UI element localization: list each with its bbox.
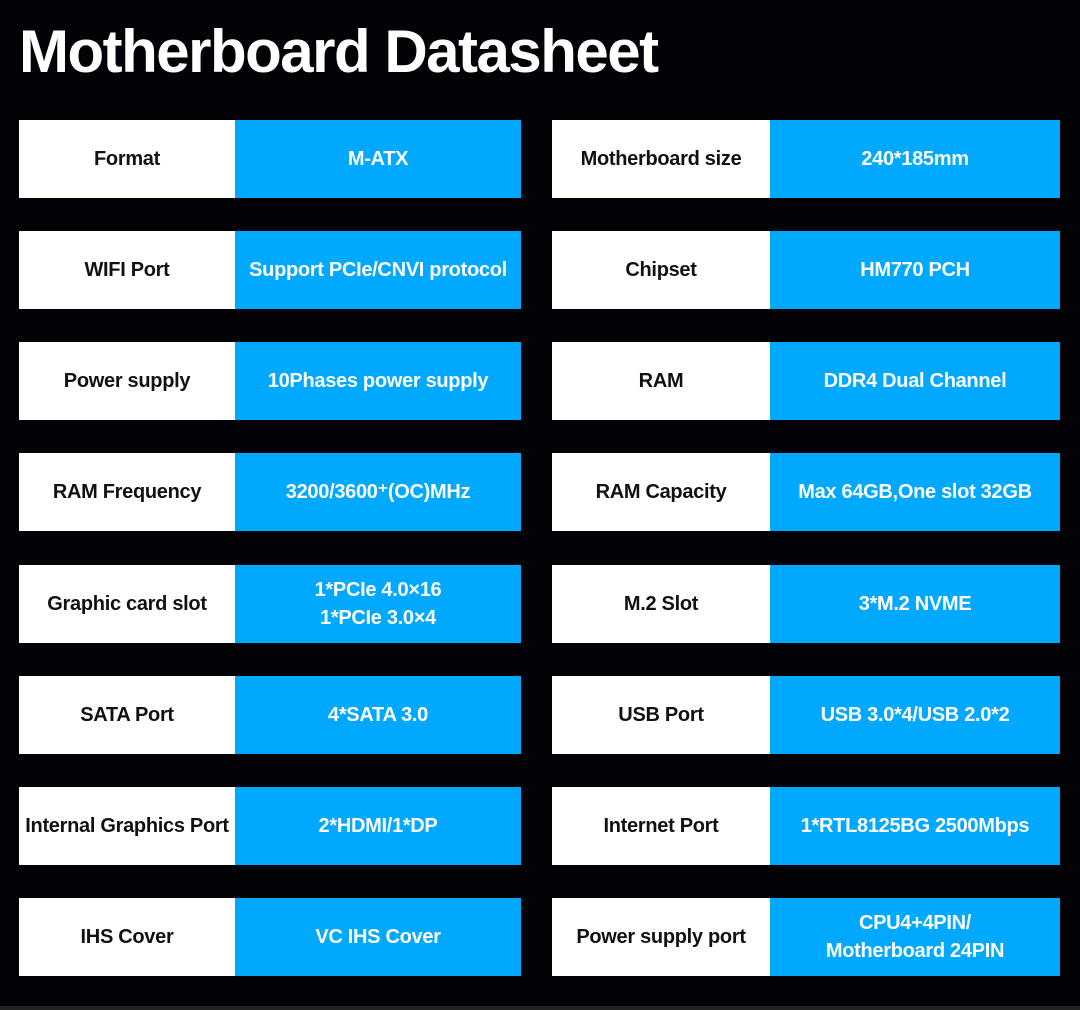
spec-label: USB Port [552,676,770,754]
spec-label: RAM Frequency [19,453,235,531]
spec-value: CPU4+4PIN/ Motherboard 24PIN [770,898,1060,976]
spec-label: Power supply port [552,898,770,976]
spec-row: RAM Frequency 3200/3600⁺(OC)MHz [19,453,521,531]
spec-value: Support PCIe/CNVI protocol [235,231,521,309]
divider [0,1006,1080,1010]
spec-row: Internal Graphics Port 2*HDMI/1*DP [19,787,521,865]
spec-row: Format M-ATX [19,120,521,198]
spec-value: 240*185mm [770,120,1060,198]
spec-value: VC IHS Cover [235,898,521,976]
spec-label: Format [19,120,235,198]
page-title: Motherboard Datasheet [19,18,659,85]
spec-row: M.2 Slot 3*M.2 NVME [552,565,1060,643]
spec-label: Internal Graphics Port [19,787,235,865]
spec-value: USB 3.0*4/USB 2.0*2 [770,676,1060,754]
spec-row: Motherboard size 240*185mm [552,120,1060,198]
spec-label: WIFI Port [19,231,235,309]
spec-value: 1*RTL8125BG 2500Mbps [770,787,1060,865]
spec-label: IHS Cover [19,898,235,976]
spec-value: 3200/3600⁺(OC)MHz [235,453,521,531]
spec-value: 4*SATA 3.0 [235,676,521,754]
spec-row: Graphic card slot 1*PCIe 4.0×16 1*PCIe 3.… [19,565,521,643]
spec-label: RAM Capacity [552,453,770,531]
spec-value: 3*M.2 NVME [770,565,1060,643]
spec-label: M.2 Slot [552,565,770,643]
spec-value: 2*HDMI/1*DP [235,787,521,865]
spec-row: Power supply port CPU4+4PIN/ Motherboard … [552,898,1060,976]
spec-value: 1*PCIe 4.0×16 1*PCIe 3.0×4 [235,565,521,643]
spec-label: Motherboard size [552,120,770,198]
spec-row: SATA Port 4*SATA 3.0 [19,676,521,754]
spec-row: Internet Port 1*RTL8125BG 2500Mbps [552,787,1060,865]
spec-label: Internet Port [552,787,770,865]
spec-value: DDR4 Dual Channel [770,342,1060,420]
spec-row: Power supply 10Phases power supply [19,342,521,420]
spec-row: IHS Cover VC IHS Cover [19,898,521,976]
spec-label: Graphic card slot [19,565,235,643]
spec-row: RAM Capacity Max 64GB,One slot 32GB [552,453,1060,531]
spec-label: Power supply [19,342,235,420]
spec-row: WIFI Port Support PCIe/CNVI protocol [19,231,521,309]
spec-value: 10Phases power supply [235,342,521,420]
spec-value: Max 64GB,One slot 32GB [770,453,1060,531]
spec-value: HM770 PCH [770,231,1060,309]
spec-label: SATA Port [19,676,235,754]
spec-label: Chipset [552,231,770,309]
spec-value: M-ATX [235,120,521,198]
spec-row: RAM DDR4 Dual Channel [552,342,1060,420]
spec-label: RAM [552,342,770,420]
spec-row: USB Port USB 3.0*4/USB 2.0*2 [552,676,1060,754]
spec-row: Chipset HM770 PCH [552,231,1060,309]
